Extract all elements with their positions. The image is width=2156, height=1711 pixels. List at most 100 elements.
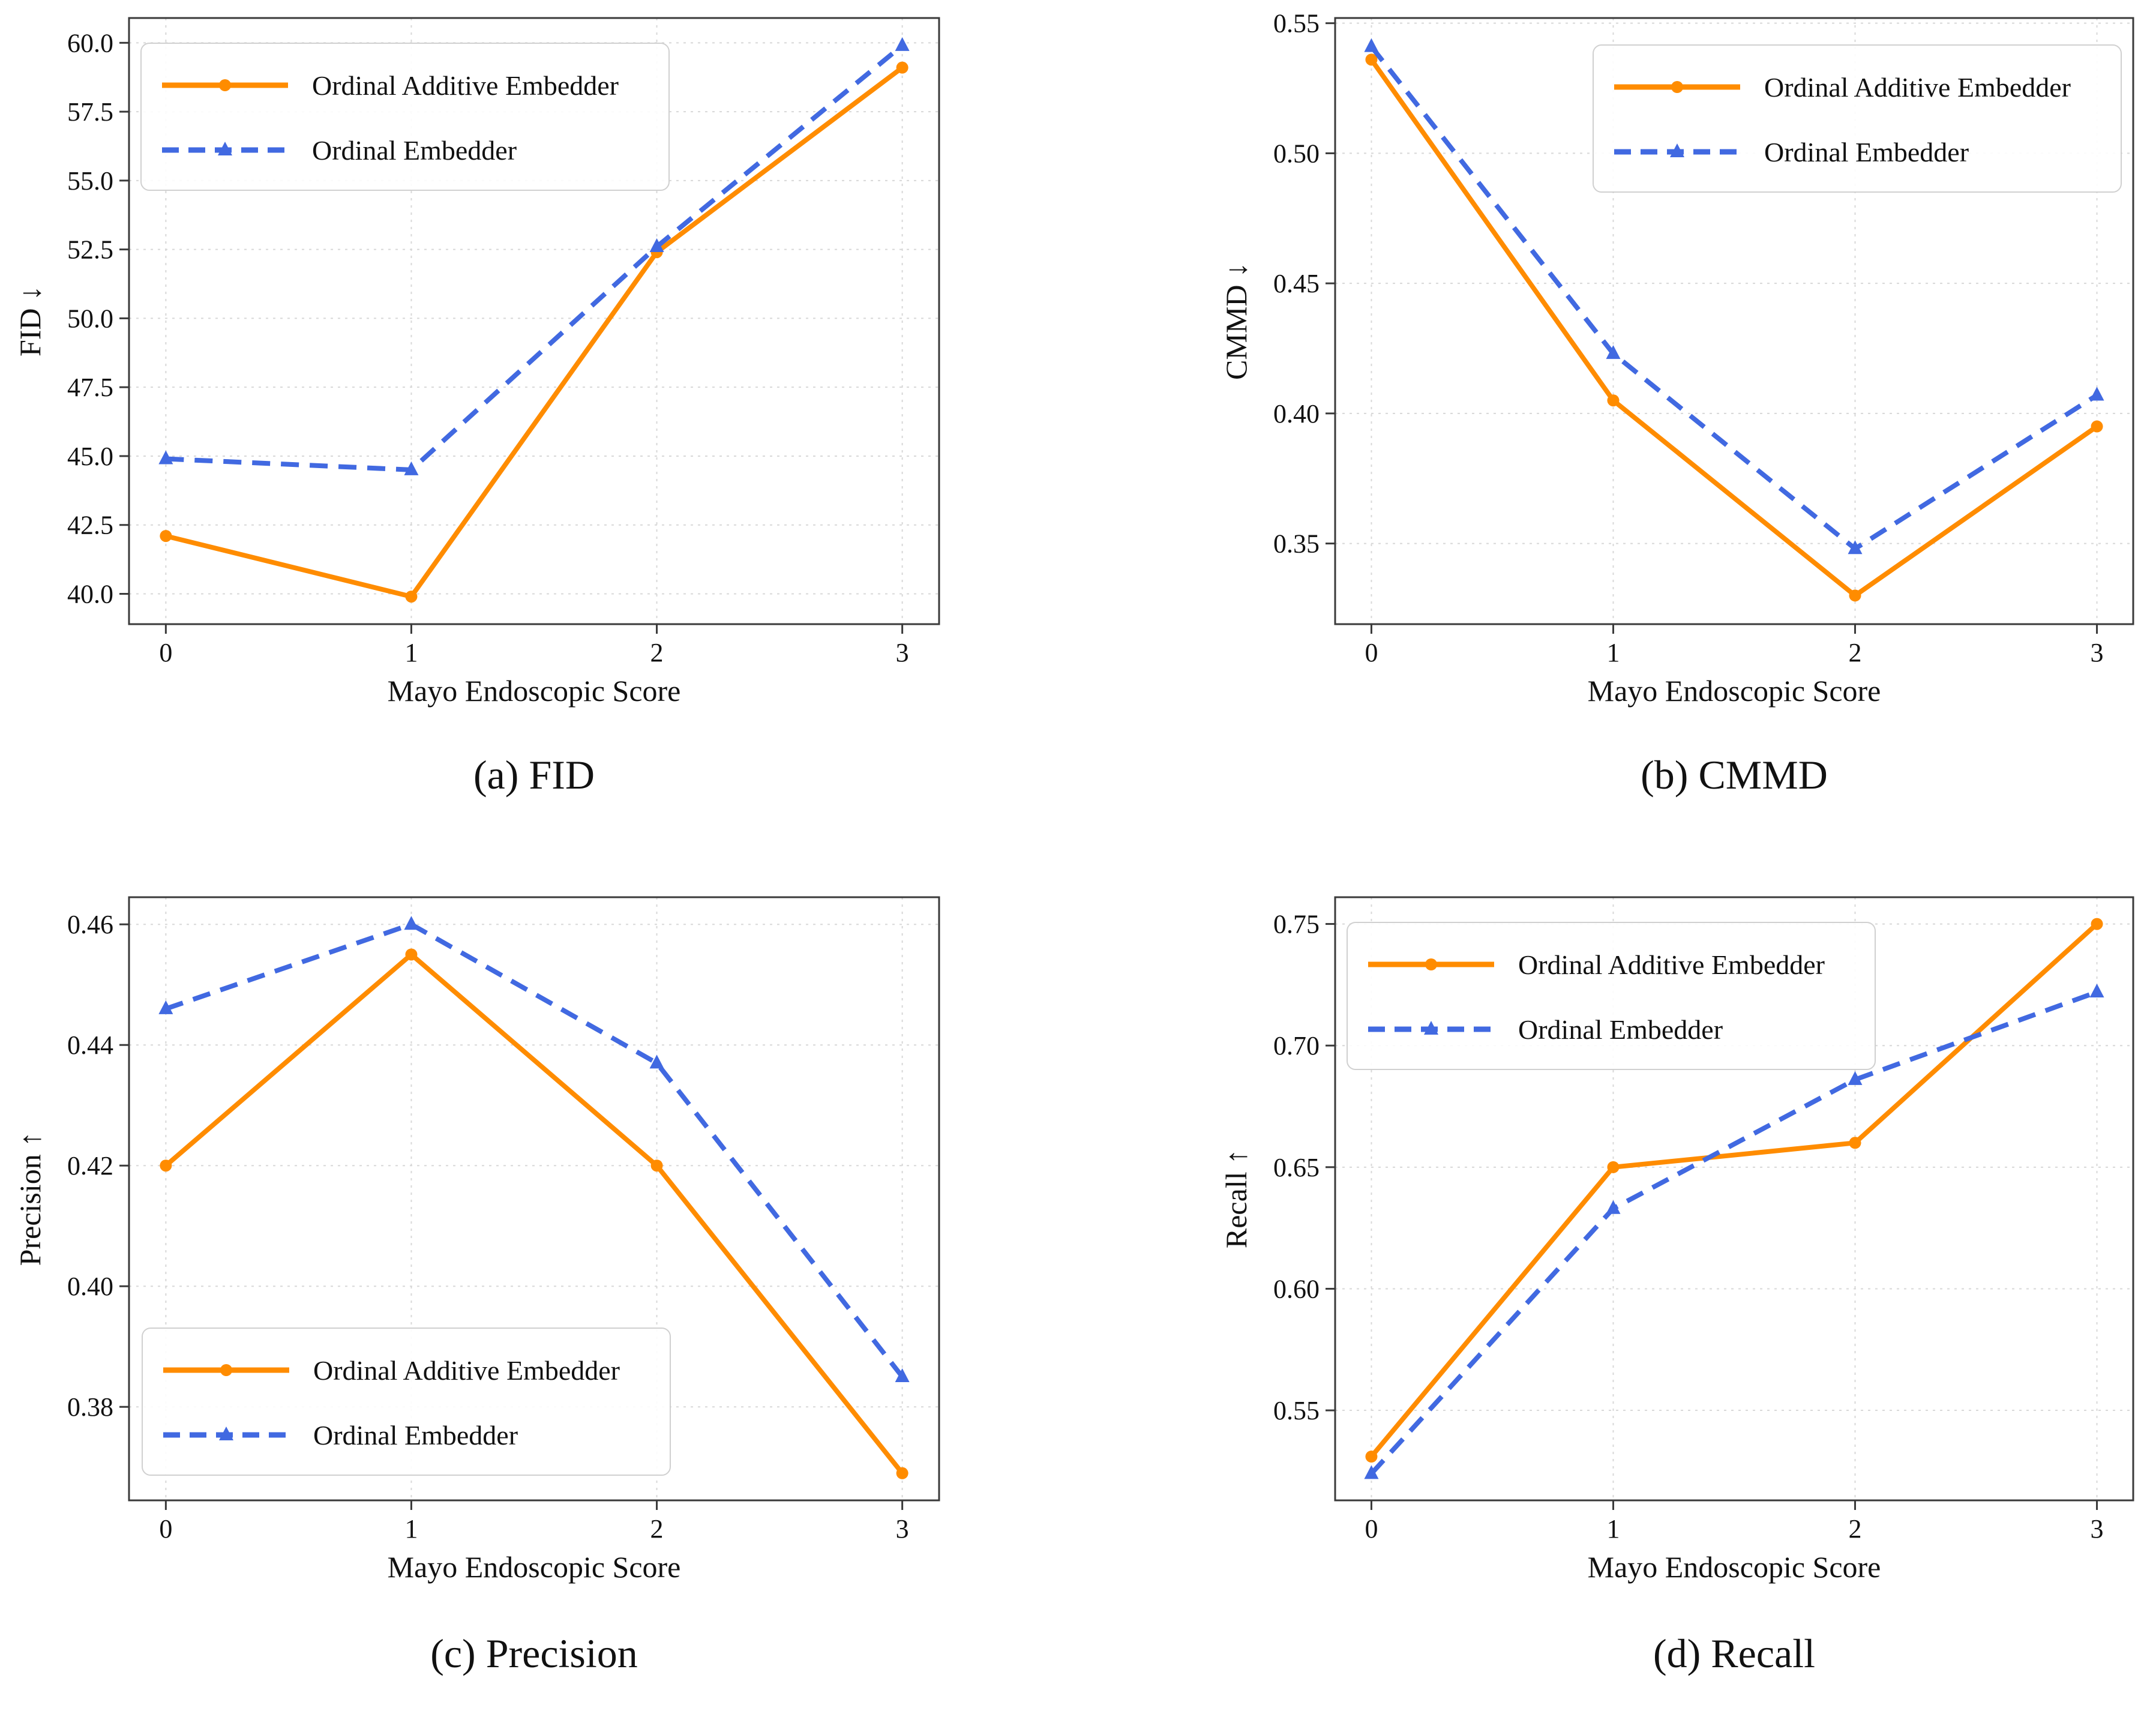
legend-marker-ordinal-additive-embedder bbox=[219, 79, 231, 91]
x-axis-label: Mayo Endoscopic Score bbox=[1588, 1550, 1881, 1584]
legend-marker-ordinal-embedder bbox=[1670, 143, 1684, 157]
legend-label-ordinal-embedder: Ordinal Embedder bbox=[1764, 137, 1969, 167]
y-axis-label: CMMD ↓ bbox=[1219, 262, 1253, 380]
x-axis-label: Mayo Endoscopic Score bbox=[388, 1550, 681, 1584]
legend-label-ordinal-embedder: Ordinal Embedder bbox=[313, 1420, 518, 1451]
series-line-ordinal-embedder bbox=[1369, 990, 2098, 1476]
y-tick-label: 0.70 bbox=[1273, 1031, 1320, 1060]
y-tick-label: 0.60 bbox=[1273, 1274, 1320, 1304]
legend-label-ordinal-additive-embedder: Ordinal Additive Embedder bbox=[1764, 72, 2071, 103]
y-tick-label: 0.44 bbox=[67, 1030, 113, 1060]
marker-ordinal-additive-embedder bbox=[160, 1159, 172, 1172]
chart-b-cmmd: 0 1 2 3 0.35 0.40 0.45 0.50 0.55 Mayo Endoscopic … bbox=[1219, 9, 2134, 708]
x-tick-label: 3 bbox=[2091, 638, 2104, 667]
x-tick-label: 0 bbox=[159, 638, 172, 667]
series-line-ordinal-additive-embedder bbox=[1369, 58, 2098, 598]
legend: Ordinal Additive Embedder Ordinal Embedde… bbox=[140, 43, 670, 191]
y-tick-label: 0.40 bbox=[1273, 399, 1320, 429]
caption-b: (b) CMMD bbox=[1641, 752, 1828, 798]
caption-c: (c) Precision bbox=[430, 1631, 638, 1676]
marker-ordinal-embedder bbox=[2089, 386, 2104, 401]
y-tick-label: 40.0 bbox=[67, 580, 113, 609]
marker-ordinal-additive-embedder bbox=[2091, 420, 2103, 433]
series-line-ordinal-embedder bbox=[165, 922, 904, 1379]
y-tick-label: 0.38 bbox=[67, 1392, 113, 1422]
y-tick-label: 0.75 bbox=[1273, 910, 1320, 939]
caption-a: (a) FID bbox=[473, 752, 595, 798]
marker-ordinal-embedder bbox=[404, 461, 419, 475]
x-axis-label: Mayo Endoscopic Score bbox=[388, 674, 681, 708]
series-line-ordinal-embedder bbox=[166, 43, 904, 472]
y-tick-label: 0.46 bbox=[67, 910, 113, 939]
legend: Ordinal Additive Embedder Ordinal Embedde… bbox=[1593, 44, 2122, 193]
marker-ordinal-embedder bbox=[1848, 1071, 1863, 1085]
legend-label-ordinal-embedder: Ordinal Embedder bbox=[312, 135, 517, 166]
marker-ordinal-embedder bbox=[158, 450, 173, 465]
y-tick-label: 0.42 bbox=[67, 1151, 113, 1180]
x-tick-label: 1 bbox=[1606, 1514, 1620, 1544]
legend-label-ordinal-embedder: Ordinal Embedder bbox=[1518, 1014, 1723, 1045]
x-axis-label: Mayo Endoscopic Score bbox=[1588, 674, 1881, 708]
x-tick-label: 1 bbox=[404, 1514, 418, 1544]
legend-label-ordinal-additive-embedder: Ordinal Additive Embedder bbox=[312, 70, 619, 101]
marker-ordinal-additive-embedder bbox=[1607, 394, 1620, 407]
y-tick-label: 0.55 bbox=[1273, 1396, 1320, 1425]
plot-frame bbox=[128, 17, 940, 625]
y-tick-label: 0.35 bbox=[1273, 529, 1320, 559]
x-tick-label: 3 bbox=[2091, 1514, 2104, 1544]
caption-d: (d) Recall bbox=[1653, 1631, 1815, 1676]
x-tick-label: 3 bbox=[896, 638, 909, 667]
legend-marker-ordinal-embedder bbox=[219, 1427, 233, 1440]
marker-ordinal-additive-embedder bbox=[1607, 1161, 1620, 1173]
y-tick-label: 42.5 bbox=[67, 511, 113, 540]
x-tick-label: 2 bbox=[1849, 1514, 1862, 1544]
series-line-ordinal-additive-embedder bbox=[165, 65, 904, 600]
legend-marker-ordinal-additive-embedder bbox=[220, 1364, 232, 1376]
marker-ordinal-additive-embedder bbox=[1849, 589, 1861, 602]
marker-ordinal-embedder bbox=[1606, 1200, 1621, 1214]
marker-ordinal-additive-embedder bbox=[405, 591, 418, 603]
y-tick-label: 0.50 bbox=[1273, 139, 1320, 168]
y-axis-label: FID ↓ bbox=[13, 286, 47, 356]
y-tick-label: 47.5 bbox=[67, 373, 113, 402]
x-tick-label: 2 bbox=[1849, 638, 1862, 667]
chart-d-recall: 0 1 2 3 0.55 0.60 0.65 0.70 0.75 Mayo Endoscopic … bbox=[1219, 896, 2134, 1584]
marker-ordinal-additive-embedder bbox=[405, 948, 418, 961]
x-tick-label: 0 bbox=[159, 1514, 172, 1544]
y-tick-label: 0.55 bbox=[1273, 9, 1320, 38]
y-tick-label: 45.0 bbox=[67, 442, 113, 471]
marker-ordinal-embedder bbox=[1364, 38, 1379, 52]
x-tick-label: 2 bbox=[650, 638, 664, 667]
legend-marker-ordinal-additive-embedder bbox=[1425, 958, 1437, 970]
legend-marker-ordinal-embedder bbox=[218, 142, 232, 155]
y-tick-label: 60.0 bbox=[67, 28, 113, 58]
marker-ordinal-embedder bbox=[895, 37, 910, 51]
y-tick-label: 52.5 bbox=[67, 235, 113, 265]
legend-marker-ordinal-embedder bbox=[1424, 1021, 1438, 1035]
marker-ordinal-additive-embedder bbox=[896, 61, 908, 74]
x-tick-label: 2 bbox=[650, 1514, 664, 1544]
marker-ordinal-embedder bbox=[158, 1000, 173, 1014]
y-tick-label: 0.45 bbox=[1273, 269, 1320, 298]
legend-marker-ordinal-additive-embedder bbox=[1671, 81, 1683, 93]
x-tick-label: 0 bbox=[1365, 638, 1378, 667]
x-tick-label: 0 bbox=[1365, 1514, 1378, 1544]
legend-box bbox=[1593, 44, 2122, 193]
y-tick-label: 0.40 bbox=[67, 1272, 113, 1301]
marker-ordinal-additive-embedder bbox=[160, 530, 172, 543]
legend-box bbox=[140, 43, 670, 191]
legend-box bbox=[142, 1328, 671, 1476]
marker-ordinal-embedder bbox=[1848, 540, 1863, 555]
legend: Ordinal Additive Embedder Ordinal Embedde… bbox=[1347, 922, 1876, 1070]
y-tick-label: 0.65 bbox=[1273, 1153, 1320, 1182]
chart-a-fid: 0 1 2 3 40.0 42.5 45.0 47.5 50.0 52.5 55.0 57.5 60.0… bbox=[13, 17, 940, 708]
plot-frame bbox=[1334, 17, 2134, 625]
chart-c-precision: 0 1 2 3 0.38 0.40 0.42 0.44 0.46 Mayo Endoscopic … bbox=[13, 896, 940, 1584]
plot-frame bbox=[128, 896, 940, 1502]
marker-ordinal-embedder bbox=[2089, 984, 2104, 998]
marker-ordinal-additive-embedder bbox=[1365, 53, 1378, 66]
x-tick-label: 1 bbox=[1606, 638, 1620, 667]
marker-ordinal-embedder bbox=[404, 916, 419, 930]
